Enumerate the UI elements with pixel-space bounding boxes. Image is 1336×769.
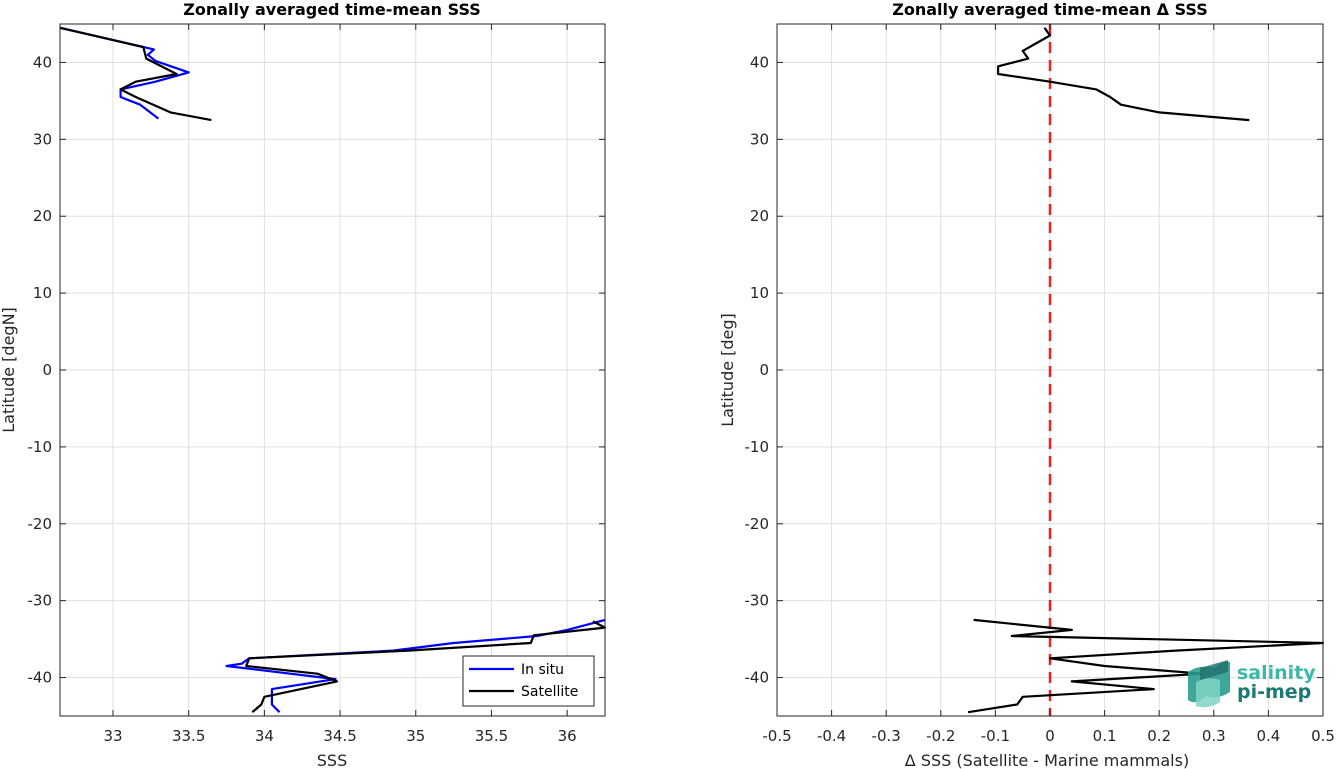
delta-sss-x-tick-label: 0.5 (1311, 727, 1335, 745)
sss-y-tick-label: 40 (33, 53, 52, 71)
sss-series-line-satellite (59, 26, 212, 122)
delta-sss-chart-title: Zonally averaged time-mean Δ SSS (892, 0, 1208, 19)
sss-x-axis-label: SSS (317, 751, 347, 769)
delta-sss-ticks: -0.5 -0.4 -0.3 -0.2 -0.1 0 0.1 0.2 0.3 0.4 0.5 -40 -… (745, 24, 1335, 745)
delta-sss-x-tick-label: 0.3 (1202, 727, 1226, 745)
delta-sss-x-tick-label: -0.5 (762, 727, 791, 745)
delta-sss-y-tick-label: -20 (745, 515, 770, 533)
delta-sss-y-tick-label: 0 (759, 361, 769, 379)
delta-sss-y-tick-label: 40 (750, 53, 769, 71)
legend-in-situ-label: In situ (521, 662, 564, 678)
legend-satellite-label: Satellite (521, 684, 578, 700)
sss-series-line-satellite (245, 620, 607, 714)
sss-grid (60, 24, 605, 716)
sss-y-tick-label: 10 (33, 284, 52, 302)
delta-sss-y-tick-label: -30 (745, 592, 770, 610)
delta-sss-y-tick-label: -10 (745, 438, 770, 456)
delta-sss-x-tick-label: 0.2 (1147, 727, 1171, 745)
delta-sss-y-tick-label: 20 (750, 207, 769, 225)
sss-y-tick-label: 20 (33, 207, 52, 225)
legend: In situ Satellite (462, 655, 595, 707)
sss-y-tick-label: 0 (42, 361, 52, 379)
delta-sss-series-line (967, 618, 1325, 714)
delta-sss-x-axis-label: Δ SSS (Satellite - Marine mammals) (905, 751, 1189, 769)
delta-sss-x-tick-label: 0.4 (1256, 727, 1280, 745)
delta-sss-x-tick-label: -0.4 (817, 727, 846, 745)
sss-x-tick-label: 33.5 (172, 727, 205, 745)
sss-series (59, 26, 607, 714)
delta-sss-x-tick-label: -0.2 (926, 727, 955, 745)
sss-chart-title: Zonally averaged time-mean SSS (183, 0, 481, 19)
logo-line1: salinity (1237, 662, 1316, 684)
sss-y-axis-label: Latitude [degN] (0, 307, 18, 433)
delta-sss-x-tick-label: 0 (1045, 727, 1055, 745)
delta-sss-series (967, 24, 1325, 716)
delta-sss-panel: Zonally averaged time-mean Δ SSS -0.5 -0.… (718, 0, 1335, 769)
sss-x-tick-label: 36 (558, 727, 577, 745)
sss-y-tick-label: -30 (28, 592, 53, 610)
delta-sss-y-tick-label: 10 (750, 284, 769, 302)
sss-x-tick-label: 34.5 (323, 727, 356, 745)
sss-x-tick-label: 35 (406, 727, 425, 745)
legend-box (462, 655, 595, 707)
sss-y-tick-label: -20 (28, 515, 53, 533)
sss-x-tick-label: 35.5 (475, 727, 508, 745)
sss-y-tick-label: 30 (33, 130, 52, 148)
delta-sss-y-tick-label: -40 (745, 669, 770, 687)
logo-wave-icon (1188, 660, 1230, 708)
sss-ticks: 33 33.5 34 34.5 35 35.5 36 -40 -30 -20 -10 0 10 20 30 4… (28, 24, 605, 745)
sss-y-tick-label: -10 (28, 438, 53, 456)
sss-x-tick-label: 34 (255, 727, 274, 745)
logo-line2: pi-mep (1237, 681, 1311, 703)
delta-sss-y-axis-label: Latitude [deg] (718, 313, 737, 427)
delta-sss-y-tick-label: 30 (750, 130, 769, 148)
sss-panel: Zonally averaged time-mean SSS 33 33.5 34 3… (0, 0, 607, 769)
sss-y-tick-label: -40 (28, 669, 53, 687)
sss-series-line-in-situ (59, 26, 190, 120)
delta-sss-x-tick-label: -0.3 (872, 727, 901, 745)
sss-x-tick-label: 33 (103, 727, 122, 745)
delta-sss-series-line (996, 27, 1250, 122)
delta-sss-x-tick-label: 0.1 (1093, 727, 1117, 745)
salinity-pi-mep-logo: salinity pi-mep (1188, 660, 1316, 708)
delta-sss-x-tick-label: -0.1 (981, 727, 1010, 745)
